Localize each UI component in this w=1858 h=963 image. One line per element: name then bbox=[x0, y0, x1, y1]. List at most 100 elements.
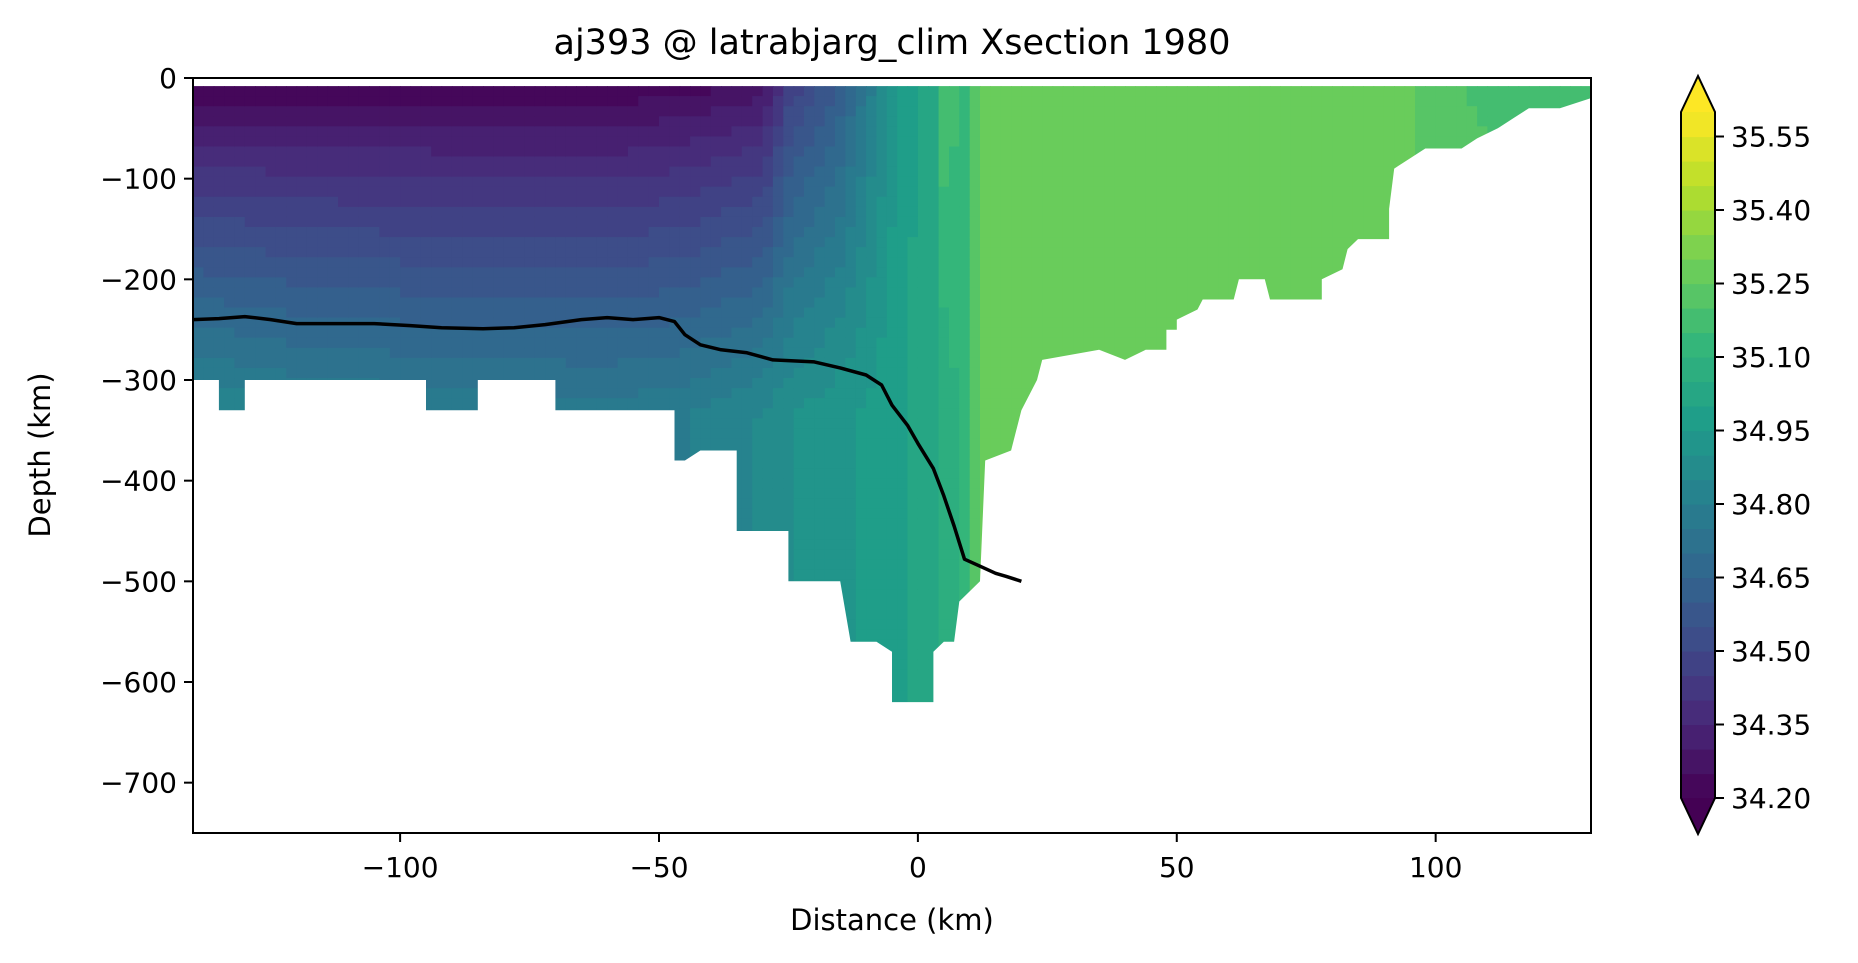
salinity-cell bbox=[1011, 116, 1023, 127]
salinity-cell bbox=[224, 297, 236, 309]
salinity-cell bbox=[928, 156, 940, 168]
salinity-cell bbox=[731, 317, 743, 329]
salinity-cell bbox=[980, 448, 991, 460]
salinity-cell bbox=[617, 357, 629, 369]
salinity-cell bbox=[762, 126, 774, 137]
salinity-cell bbox=[721, 106, 733, 117]
salinity-cell bbox=[348, 206, 360, 218]
salinity-cell bbox=[451, 337, 463, 349]
salinity-cell bbox=[721, 227, 733, 238]
salinity-cell bbox=[938, 196, 950, 208]
salinity-cell bbox=[420, 176, 432, 188]
salinity-cell bbox=[917, 357, 929, 369]
salinity-cell bbox=[928, 448, 940, 460]
salinity-cell bbox=[731, 136, 743, 148]
salinity-cell bbox=[855, 549, 867, 560]
salinity-cell bbox=[804, 186, 815, 198]
salinity-cell bbox=[772, 126, 784, 137]
salinity-cell bbox=[607, 267, 619, 278]
salinity-cell bbox=[762, 136, 774, 148]
salinity-cell bbox=[213, 166, 225, 178]
salinity-cell bbox=[296, 206, 308, 218]
salinity-cell bbox=[348, 186, 360, 198]
salinity-cell bbox=[203, 327, 215, 339]
salinity-cell bbox=[835, 156, 846, 168]
salinity-cell bbox=[203, 267, 215, 278]
salinity-cell bbox=[949, 498, 960, 510]
salinity-cell bbox=[193, 337, 204, 349]
salinity-cell bbox=[866, 247, 878, 258]
salinity-cell bbox=[483, 317, 494, 329]
salinity-cell bbox=[514, 287, 525, 299]
salinity-cell bbox=[855, 277, 867, 288]
salinity-cell bbox=[555, 237, 567, 248]
salinity-cell bbox=[389, 126, 401, 137]
salinity-cell bbox=[400, 307, 412, 319]
salinity-cell bbox=[980, 126, 991, 137]
salinity-cell bbox=[389, 317, 401, 329]
salinity-cell bbox=[369, 136, 380, 148]
salinity-cell bbox=[980, 418, 991, 429]
salinity-cell bbox=[586, 206, 598, 218]
salinity-cell bbox=[389, 156, 401, 168]
salinity-cell bbox=[617, 156, 629, 168]
salinity-cell bbox=[824, 186, 836, 198]
salinity-cell bbox=[741, 357, 753, 369]
salinity-cell bbox=[928, 347, 940, 359]
salinity-cell bbox=[928, 498, 940, 510]
salinity-cell bbox=[721, 277, 733, 288]
salinity-cell bbox=[928, 357, 940, 369]
salinity-cell bbox=[565, 307, 577, 319]
salinity-cell bbox=[752, 367, 764, 379]
salinity-cell bbox=[327, 287, 339, 299]
salinity-cell bbox=[255, 267, 267, 278]
salinity-cell bbox=[814, 146, 826, 158]
salinity-cell bbox=[410, 327, 422, 339]
salinity-cell bbox=[286, 367, 298, 379]
salinity-cell bbox=[379, 347, 391, 359]
salinity-cell bbox=[959, 267, 971, 278]
salinity-cell bbox=[855, 337, 867, 349]
salinity-cell bbox=[669, 337, 681, 349]
salinity-cell bbox=[317, 96, 329, 107]
salinity-cell bbox=[969, 418, 981, 429]
salinity-cell bbox=[503, 216, 515, 228]
salinity-cell bbox=[897, 619, 909, 631]
salinity-cell bbox=[224, 267, 236, 278]
salinity-cell bbox=[969, 498, 981, 510]
salinity-cell bbox=[493, 257, 505, 268]
salinity-cell bbox=[607, 156, 619, 168]
salinity-cell bbox=[555, 136, 567, 148]
salinity-cell bbox=[824, 287, 836, 299]
salinity-cell bbox=[638, 357, 650, 369]
salinity-cell bbox=[938, 508, 950, 520]
salinity-cell bbox=[379, 327, 391, 339]
salinity-cell bbox=[431, 277, 443, 288]
salinity-cell bbox=[700, 307, 712, 319]
salinity-cell bbox=[741, 478, 753, 490]
salinity-cell bbox=[441, 186, 453, 198]
salinity-cell bbox=[710, 96, 722, 107]
salinity-cell bbox=[752, 96, 764, 107]
salinity-cell bbox=[949, 418, 960, 429]
salinity-cell bbox=[555, 166, 567, 178]
salinity-cell bbox=[1000, 378, 1012, 389]
salinity-cell bbox=[627, 196, 639, 208]
salinity-cell bbox=[203, 106, 215, 117]
salinity-cell bbox=[845, 186, 857, 198]
salinity-cell bbox=[700, 116, 712, 127]
salinity-cell bbox=[949, 156, 960, 168]
salinity-cell bbox=[420, 277, 432, 288]
salinity-cell bbox=[876, 206, 888, 218]
salinity-cell bbox=[514, 257, 525, 268]
salinity-cell bbox=[959, 498, 971, 510]
salinity-cell bbox=[793, 267, 805, 278]
salinity-cell bbox=[451, 398, 463, 409]
salinity-cell bbox=[824, 196, 836, 208]
salinity-cell bbox=[762, 146, 774, 158]
salinity-cell bbox=[255, 337, 267, 349]
salinity-cell bbox=[493, 86, 505, 97]
salinity-cell bbox=[679, 277, 691, 288]
salinity-cell bbox=[959, 448, 971, 460]
salinity-cell bbox=[306, 176, 318, 188]
